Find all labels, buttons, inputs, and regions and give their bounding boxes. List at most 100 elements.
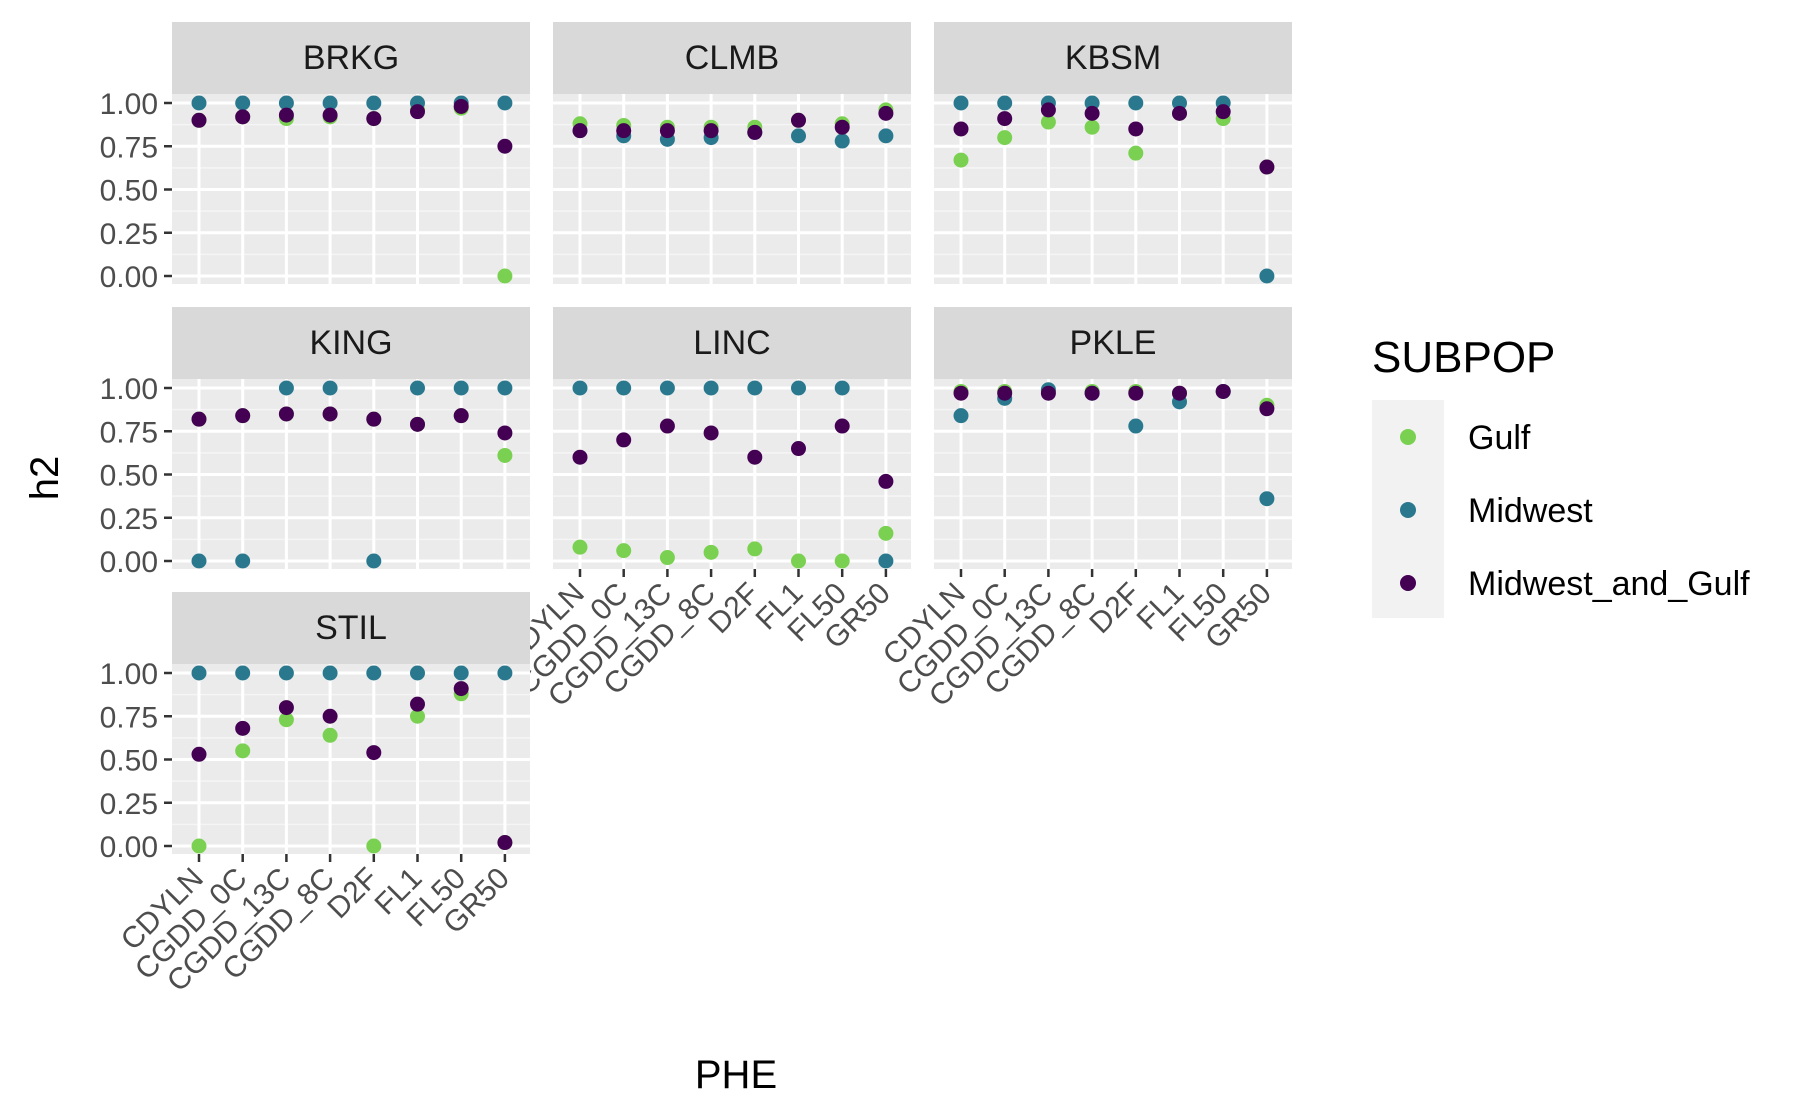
facet-strip-clmb xyxy=(553,22,911,94)
facet-strip-brkg xyxy=(172,22,530,94)
point-pkle-midwest-and-gulf xyxy=(953,385,969,401)
point-brkg-gulf xyxy=(497,268,513,284)
legend-label-midwest-and-gulf: Midwest_and_Gulf xyxy=(1468,565,1750,603)
y-tick-label: 0.50 xyxy=(100,175,158,208)
point-clmb-midwest-and-gulf xyxy=(659,123,675,139)
point-linc-midwest-and-gulf xyxy=(616,432,632,448)
point-linc-midwest xyxy=(572,380,588,396)
y-tick-label: 0.50 xyxy=(100,460,158,493)
point-stil-gulf xyxy=(278,712,294,728)
y-tick-label: 1.00 xyxy=(100,658,158,691)
point-brkg-midwest-and-gulf xyxy=(410,104,425,120)
y-axis-title: h2 xyxy=(23,456,67,501)
point-brkg-midwest xyxy=(235,95,251,111)
point-king-midwest xyxy=(497,380,513,396)
point-stil-midwest xyxy=(322,665,338,681)
point-king-midwest-and-gulf xyxy=(410,416,425,432)
point-stil-midwest-and-gulf xyxy=(497,835,513,851)
facet-title-linc: LINC xyxy=(693,324,770,362)
legend-title: SUBPOP xyxy=(1372,333,1555,382)
point-clmb-midwest xyxy=(834,133,850,149)
facet-strip-stil xyxy=(172,592,530,664)
point-linc-gulf xyxy=(834,553,850,569)
point-king-midwest-and-gulf xyxy=(322,406,338,422)
point-king-midwest-and-gulf xyxy=(497,425,513,441)
point-king-midwest xyxy=(453,380,469,396)
point-king-midwest-and-gulf xyxy=(366,411,382,427)
point-brkg-midwest-and-gulf xyxy=(235,109,251,125)
point-brkg-midwest xyxy=(191,95,207,111)
point-kbsm-midwest xyxy=(997,95,1013,111)
point-stil-midwest-and-gulf xyxy=(453,681,469,697)
point-stil-midwest xyxy=(497,665,513,681)
legend-key-midwest xyxy=(1400,502,1416,518)
point-linc-midwest xyxy=(834,380,850,396)
point-king-midwest xyxy=(235,553,251,569)
point-kbsm-gulf xyxy=(997,130,1013,146)
point-stil-midwest-and-gulf xyxy=(410,696,425,712)
y-tick-label: 0.75 xyxy=(100,701,158,734)
point-pkle-midwest-and-gulf xyxy=(1215,383,1231,399)
point-kbsm-gulf xyxy=(953,152,969,168)
y-tick-label: 0.00 xyxy=(100,546,158,579)
point-stil-midwest xyxy=(453,665,469,681)
point-clmb-midwest-and-gulf xyxy=(572,123,588,139)
point-pkle-midwest-and-gulf xyxy=(1128,385,1144,401)
point-brkg-midwest xyxy=(322,95,338,111)
point-linc-midwest-and-gulf xyxy=(791,441,806,457)
point-pkle-midwest xyxy=(953,408,969,424)
point-pkle-midwest-and-gulf xyxy=(1040,385,1056,401)
legend-label-midwest: Midwest xyxy=(1468,492,1593,530)
facet-title-brkg: BRKG xyxy=(303,39,399,77)
point-stil-gulf xyxy=(410,708,425,724)
point-stil-midwest xyxy=(410,665,425,681)
y-tick-label: 0.00 xyxy=(100,261,158,294)
y-tick-label: 1.00 xyxy=(100,88,158,121)
point-stil-midwest-and-gulf xyxy=(235,720,251,736)
facet-title-pkle: PKLE xyxy=(1070,324,1157,362)
point-linc-midwest xyxy=(791,380,806,396)
point-king-midwest-and-gulf xyxy=(453,408,469,424)
facet-title-clmb: CLMB xyxy=(685,39,779,77)
point-king-midwest xyxy=(410,380,425,396)
point-kbsm-midwest-and-gulf xyxy=(1215,104,1231,120)
y-tick-label: 0.25 xyxy=(100,218,158,251)
point-clmb-midwest-and-gulf xyxy=(616,123,632,139)
point-king-midwest xyxy=(191,553,207,569)
point-linc-midwest-and-gulf xyxy=(703,425,719,441)
point-linc-midwest-and-gulf xyxy=(878,473,894,489)
point-linc-midwest-and-gulf xyxy=(747,449,763,465)
point-linc-midwest-and-gulf xyxy=(659,418,675,434)
point-kbsm-gulf xyxy=(1084,119,1100,135)
point-king-midwest xyxy=(366,553,382,569)
point-pkle-midwest-and-gulf xyxy=(997,385,1013,401)
point-kbsm-midwest-and-gulf xyxy=(1172,105,1187,121)
point-kbsm-midwest xyxy=(1172,95,1187,111)
point-linc-midwest-and-gulf xyxy=(834,418,850,434)
facet-strip-linc xyxy=(553,307,911,379)
legend-key-midwest-and-gulf xyxy=(1400,575,1416,591)
legend-key-gulf xyxy=(1400,429,1416,445)
facet-title-king: KING xyxy=(309,324,392,362)
point-linc-gulf xyxy=(659,550,675,566)
facet-title-kbsm: KBSM xyxy=(1065,39,1161,77)
y-tick-label: 0.50 xyxy=(100,745,158,778)
point-stil-gulf xyxy=(366,838,382,854)
point-king-midwest-and-gulf xyxy=(191,411,207,427)
point-brkg-midwest-and-gulf xyxy=(191,112,207,128)
point-kbsm-midwest xyxy=(1259,268,1275,284)
point-linc-midwest xyxy=(747,380,763,396)
point-stil-midwest xyxy=(191,665,207,681)
facet-strip-king xyxy=(172,307,530,379)
y-tick-label: 0.75 xyxy=(100,416,158,449)
point-linc-midwest-and-gulf xyxy=(572,449,588,465)
point-pkle-midwest-and-gulf xyxy=(1084,385,1100,401)
facet-strip-pkle xyxy=(934,307,1292,379)
point-pkle-midwest xyxy=(1128,418,1144,434)
point-stil-midwest-and-gulf xyxy=(191,746,207,762)
point-linc-gulf xyxy=(791,553,806,569)
point-stil-midwest-and-gulf xyxy=(278,700,294,716)
point-kbsm-midwest-and-gulf xyxy=(1040,102,1056,118)
point-pkle-midwest xyxy=(1259,491,1275,507)
point-kbsm-midwest-and-gulf xyxy=(953,121,969,137)
